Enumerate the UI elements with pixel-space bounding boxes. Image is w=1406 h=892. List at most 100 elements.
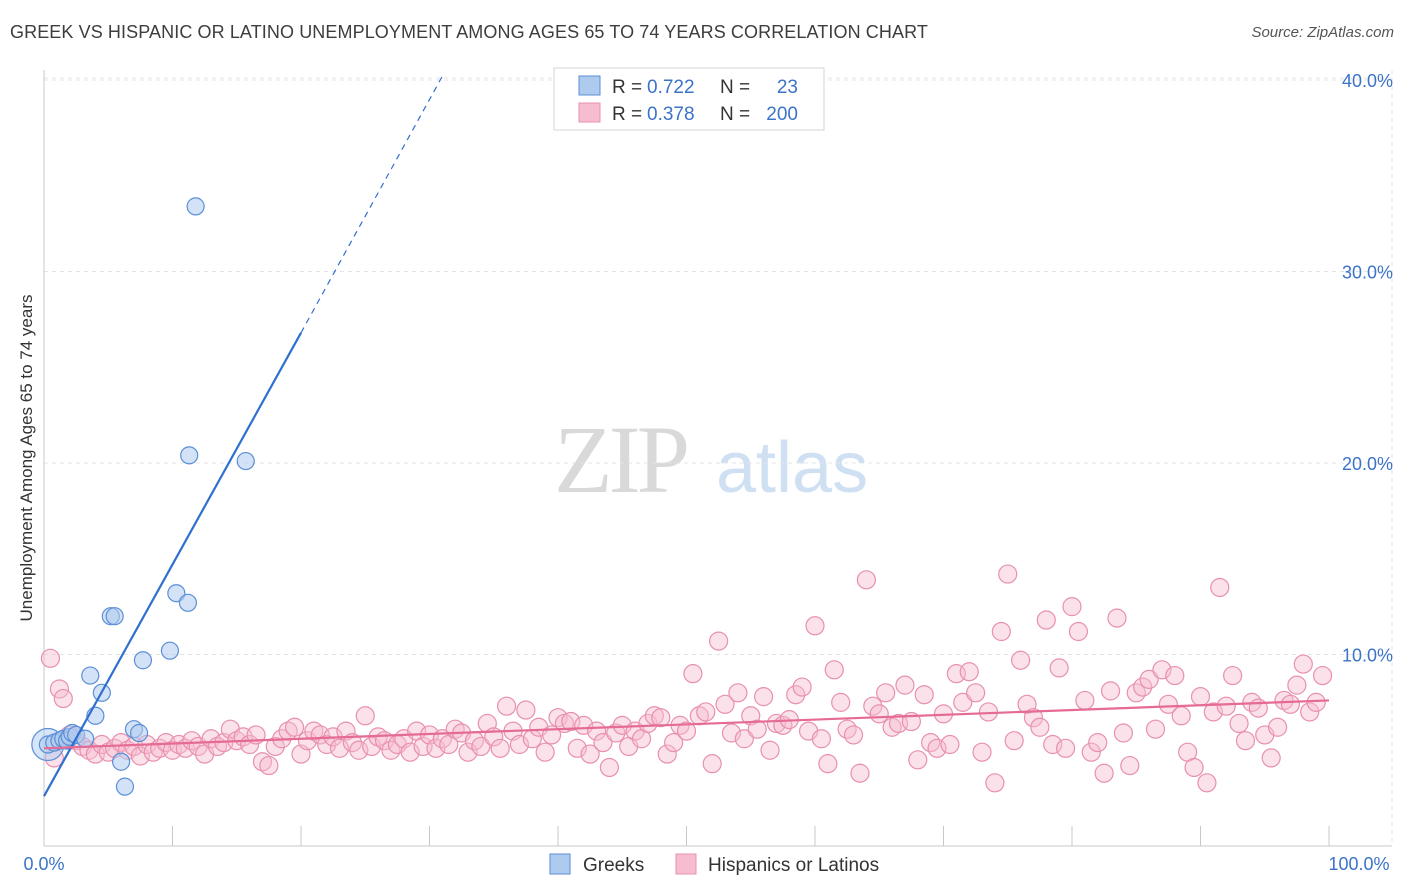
hispanic-point bbox=[1043, 734, 1063, 755]
hispanic-point bbox=[40, 648, 61, 668]
hispanic-point bbox=[1062, 597, 1082, 617]
hispanic-point bbox=[760, 740, 780, 760]
hispanic-point bbox=[1235, 731, 1256, 751]
hispanic-point bbox=[927, 738, 947, 758]
greek-trend-extension bbox=[300, 75, 443, 334]
watermark-atlas: atlas bbox=[716, 428, 868, 508]
legend-n-value-greeks: 23 bbox=[777, 77, 798, 98]
hispanic-point bbox=[856, 570, 877, 590]
hispanic-point bbox=[953, 692, 973, 712]
hispanic-point bbox=[972, 742, 992, 762]
hispanic-point bbox=[1165, 665, 1185, 686]
hispanic-point bbox=[940, 734, 960, 755]
hispanic-point bbox=[850, 763, 870, 783]
hispanic-point bbox=[1261, 748, 1281, 768]
hispanic-point bbox=[959, 662, 979, 682]
series-legend: Greeks Hispanics or Latinos bbox=[549, 853, 879, 876]
x-tick-label-min: 0.0% bbox=[23, 854, 64, 874]
hispanic-point bbox=[1293, 654, 1313, 674]
legend-n-label-greeks: N = bbox=[720, 77, 750, 98]
hispanic-point bbox=[683, 664, 703, 684]
hispanic-point bbox=[696, 702, 716, 722]
hispanic-point bbox=[747, 719, 767, 739]
bottom-legend-label-greeks: Greeks bbox=[583, 855, 644, 876]
hispanic-point bbox=[869, 704, 889, 724]
hispanic-point bbox=[651, 708, 671, 728]
hispanic-point bbox=[1145, 719, 1166, 739]
watermark-zip: ZIP bbox=[554, 406, 687, 513]
hispanic-point bbox=[516, 700, 536, 720]
hispanic-point bbox=[1267, 717, 1288, 737]
hispanic-point bbox=[92, 734, 112, 755]
chart-title: GREEK VS HISPANIC OR LATINO UNEMPLOYMENT… bbox=[10, 22, 928, 42]
hispanic-point bbox=[709, 631, 729, 651]
hispanic-point bbox=[1075, 690, 1095, 711]
hispanic-point bbox=[111, 732, 131, 753]
hispanic-point bbox=[664, 732, 684, 753]
hispanic-point bbox=[811, 729, 832, 749]
hispanic-point bbox=[259, 755, 279, 776]
legend-r-value-greeks: 0.722 bbox=[647, 77, 695, 98]
hispanic-point bbox=[1139, 669, 1159, 689]
hispanic-point bbox=[1306, 692, 1326, 712]
hispanic-point bbox=[1088, 732, 1108, 753]
hispanic-point bbox=[985, 773, 1005, 793]
greek-point bbox=[180, 446, 199, 465]
hispanic-point bbox=[908, 750, 928, 770]
hispanic-point bbox=[991, 621, 1011, 642]
hispanic-point bbox=[1287, 675, 1307, 695]
hispanic-point bbox=[53, 688, 73, 709]
hispanic-point bbox=[490, 738, 510, 758]
hispanic-point bbox=[1280, 694, 1301, 714]
bottom-legend-label-hispanics: Hispanics or Latinos bbox=[708, 855, 879, 876]
hispanic-point bbox=[1036, 610, 1056, 630]
hispanic-point bbox=[1223, 665, 1243, 686]
legend-r-label-greeks: R = bbox=[612, 77, 642, 98]
hispanic-point bbox=[130, 746, 150, 766]
hispanic-point bbox=[1081, 742, 1101, 762]
x-ticks bbox=[43, 826, 1330, 846]
bottom-legend-swatch-greeks bbox=[549, 853, 571, 875]
greek-point bbox=[115, 777, 135, 796]
hispanic-point bbox=[676, 721, 697, 741]
legend-r-value-hispanics: 0.378 bbox=[647, 104, 695, 125]
hispanic-point bbox=[593, 732, 613, 753]
hispanic-point bbox=[1094, 763, 1114, 783]
hispanic-point bbox=[1158, 694, 1178, 714]
greek-point bbox=[133, 651, 153, 670]
greek-point bbox=[81, 666, 100, 685]
hispanic-point bbox=[1100, 681, 1121, 701]
hispanic-point bbox=[966, 683, 986, 703]
y-tick-label: 40.0% bbox=[1342, 71, 1393, 91]
chart-source: Source: ZipAtlas.com bbox=[1251, 24, 1394, 41]
hispanic-point bbox=[49, 679, 70, 699]
hispanic-point bbox=[1055, 738, 1076, 758]
hispanic-point bbox=[1210, 577, 1230, 598]
hispanic-point bbox=[535, 742, 555, 762]
trend-lines bbox=[43, 75, 1330, 797]
hispanic-point bbox=[1068, 621, 1089, 642]
greek-point bbox=[236, 451, 255, 471]
hispanic-point bbox=[734, 729, 754, 749]
legend-swatch-greeks bbox=[578, 75, 601, 96]
hispanic-point bbox=[1030, 717, 1050, 737]
y-tick-label: 20.0% bbox=[1342, 454, 1393, 474]
hispanic-point bbox=[606, 723, 626, 743]
legend-r-label-hispanics: R = bbox=[612, 104, 642, 125]
y-tick-label: 10.0% bbox=[1342, 646, 1393, 666]
legend-n-label-hispanics: N = bbox=[720, 104, 750, 125]
hispanic-point bbox=[317, 734, 337, 755]
hispanic-point bbox=[914, 685, 934, 705]
hispanic-point bbox=[876, 683, 896, 703]
hispanic-point bbox=[1184, 757, 1204, 778]
hispanic-point bbox=[702, 754, 722, 774]
watermark: ZIP atlas bbox=[554, 406, 868, 513]
hispanic-point bbox=[1197, 773, 1217, 793]
hispanic-point bbox=[843, 725, 864, 745]
hispanic-point bbox=[728, 683, 748, 703]
hispanic-point bbox=[580, 744, 600, 764]
greek-point bbox=[105, 607, 124, 626]
hispanic-point bbox=[792, 677, 812, 697]
bottom-legend-swatch-hispanics bbox=[675, 853, 697, 875]
